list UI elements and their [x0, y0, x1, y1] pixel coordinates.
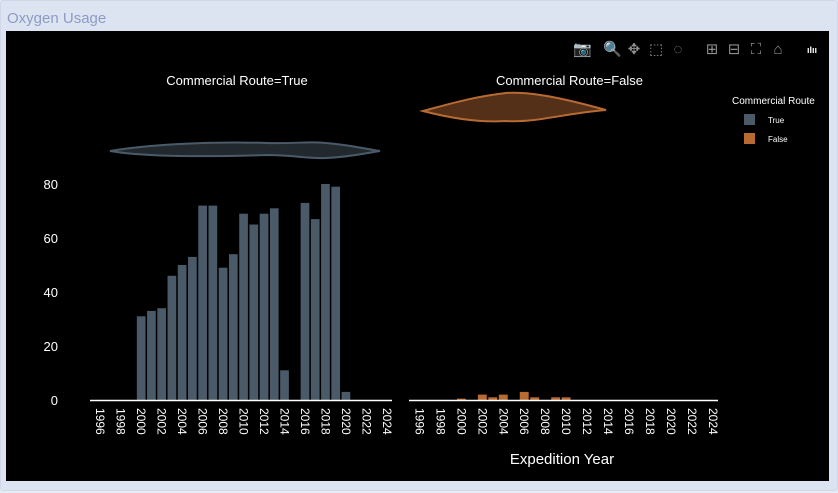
- x-tick-label: 2010: [237, 408, 251, 435]
- x-tick-label: 2020: [664, 408, 678, 435]
- x-tick-label: 2002: [475, 408, 489, 435]
- x-tick-label: 2022: [359, 408, 373, 435]
- lasso-select-icon[interactable]: ◌: [673, 41, 683, 58]
- autoscale-icon[interactable]: ⛶: [750, 41, 762, 58]
- x-tick-label: 2012: [580, 408, 594, 435]
- x-tick-label: 1996: [412, 408, 426, 435]
- camera-icon[interactable]: 📷: [573, 41, 592, 58]
- faceted-bar-chart: 0 20 40 60 80 Commercial Route=True 1996 1998 20…: [44, 73, 816, 468]
- bar-true-2016: [300, 202, 310, 400]
- y-tick-label: 80: [44, 177, 58, 192]
- bar-true-2003: [167, 275, 177, 400]
- x-tick-label: 2008: [216, 408, 230, 435]
- x-tick-label: 2014: [601, 408, 615, 435]
- x-tick-label: 2016: [622, 408, 636, 435]
- home-icon[interactable]: ⌂: [773, 41, 783, 58]
- bar-true-2010: [239, 213, 248, 400]
- bar-false-2010: [561, 397, 571, 400]
- x-tick-label: 2002: [155, 408, 169, 435]
- plot-area[interactable]: 📷 🔍 ✥ ⬚ ◌ ⊞ ⊟ ⛶ ⌂ ıIıı 0 20 40 60 80 Commercial Route=…: [6, 31, 829, 481]
- zoom-icon[interactable]: 🔍: [603, 41, 622, 58]
- bar-false-2004: [498, 394, 508, 400]
- bar-true-2007: [208, 205, 218, 400]
- x-tick-label: 2012: [257, 408, 271, 435]
- panel-title: Oxygen Usage: [7, 10, 107, 27]
- marginal-violin-true: [109, 141, 381, 160]
- x-tick-label: 1996: [93, 408, 107, 435]
- modebar: 📷 🔍 ✥ ⬚ ◌ ⊞ ⊟ ⛶ ⌂ ıIıı: [573, 41, 823, 59]
- bar-true-2020: [341, 391, 351, 400]
- bar-true-2005: [188, 256, 197, 400]
- bar-true-2006: [198, 205, 207, 400]
- x-tick-label: 1998: [433, 408, 447, 435]
- x-tick-label: 2010: [559, 408, 573, 435]
- bar-true-2000: [136, 316, 146, 400]
- plotly-logo-icon[interactable]: ıIıı: [806, 45, 817, 55]
- bar-false-2006: [519, 391, 529, 400]
- y-tick-label: 0: [51, 393, 58, 408]
- x-tick-label: 2018: [318, 408, 332, 435]
- bar-false-2003: [488, 397, 498, 400]
- bar-true-2004: [177, 265, 187, 400]
- bar-true-2008: [218, 267, 228, 400]
- bar-true-2012: [259, 213, 269, 400]
- facet-title: Commercial Route=True: [166, 73, 307, 88]
- x-tick-label: 1998: [114, 408, 128, 435]
- legend-swatch-true: [744, 114, 755, 125]
- box-select-icon[interactable]: ⬚: [648, 41, 664, 58]
- bar-true-2009: [228, 254, 238, 400]
- bar-true-2017: [310, 219, 320, 400]
- y-tick-label: 60: [44, 231, 58, 246]
- bar-true-2014: [280, 370, 289, 400]
- legend-title: Commercial Route: [732, 96, 815, 107]
- legend-swatch-false: [744, 133, 755, 144]
- bar-true-2018: [321, 184, 330, 400]
- facet-title: Commercial Route=False: [496, 73, 643, 88]
- legend-item-label: True: [768, 116, 785, 125]
- y-tick-label: 40: [44, 285, 58, 300]
- pan-icon[interactable]: ✥: [627, 41, 641, 58]
- x-tick-label: 2006: [517, 408, 531, 435]
- x-tick-label: 2000: [134, 408, 148, 435]
- marginal-violin-false: [419, 91, 607, 123]
- x-tick-label: 2016: [298, 408, 312, 435]
- bar-true-2013: [269, 208, 279, 400]
- x-tick-label: 2022: [685, 408, 699, 435]
- bar-false-2009: [551, 397, 561, 400]
- x-tick-label: 2006: [196, 408, 210, 435]
- x-tick-label: 2000: [454, 408, 468, 435]
- bar-true-2011: [249, 224, 259, 400]
- x-tick-label: 2020: [339, 408, 353, 435]
- x-tick-label: 2018: [643, 408, 657, 435]
- y-tick-label: 20: [44, 339, 58, 354]
- x-tick-label: 2014: [278, 408, 292, 435]
- zoom-out-icon[interactable]: ⊟: [727, 41, 741, 58]
- x-tick-label: 2008: [538, 408, 552, 435]
- x-tick-label: 2024: [380, 408, 394, 435]
- legend-item-label: False: [768, 135, 788, 144]
- bar-true-2002: [157, 308, 167, 400]
- x-tick-label: 2004: [175, 408, 189, 435]
- bar-false-2007: [530, 397, 540, 400]
- x-axis-title: Expedition Year: [510, 451, 614, 468]
- x-tick-label: 2024: [706, 408, 720, 435]
- bar-false-2002: [477, 394, 487, 400]
- bar-true-2019: [331, 186, 341, 400]
- bar-true-2001: [147, 310, 156, 400]
- bar-false-2000: [456, 398, 466, 400]
- x-tick-label: 2004: [496, 408, 510, 435]
- zoom-in-icon[interactable]: ⊞: [705, 41, 719, 58]
